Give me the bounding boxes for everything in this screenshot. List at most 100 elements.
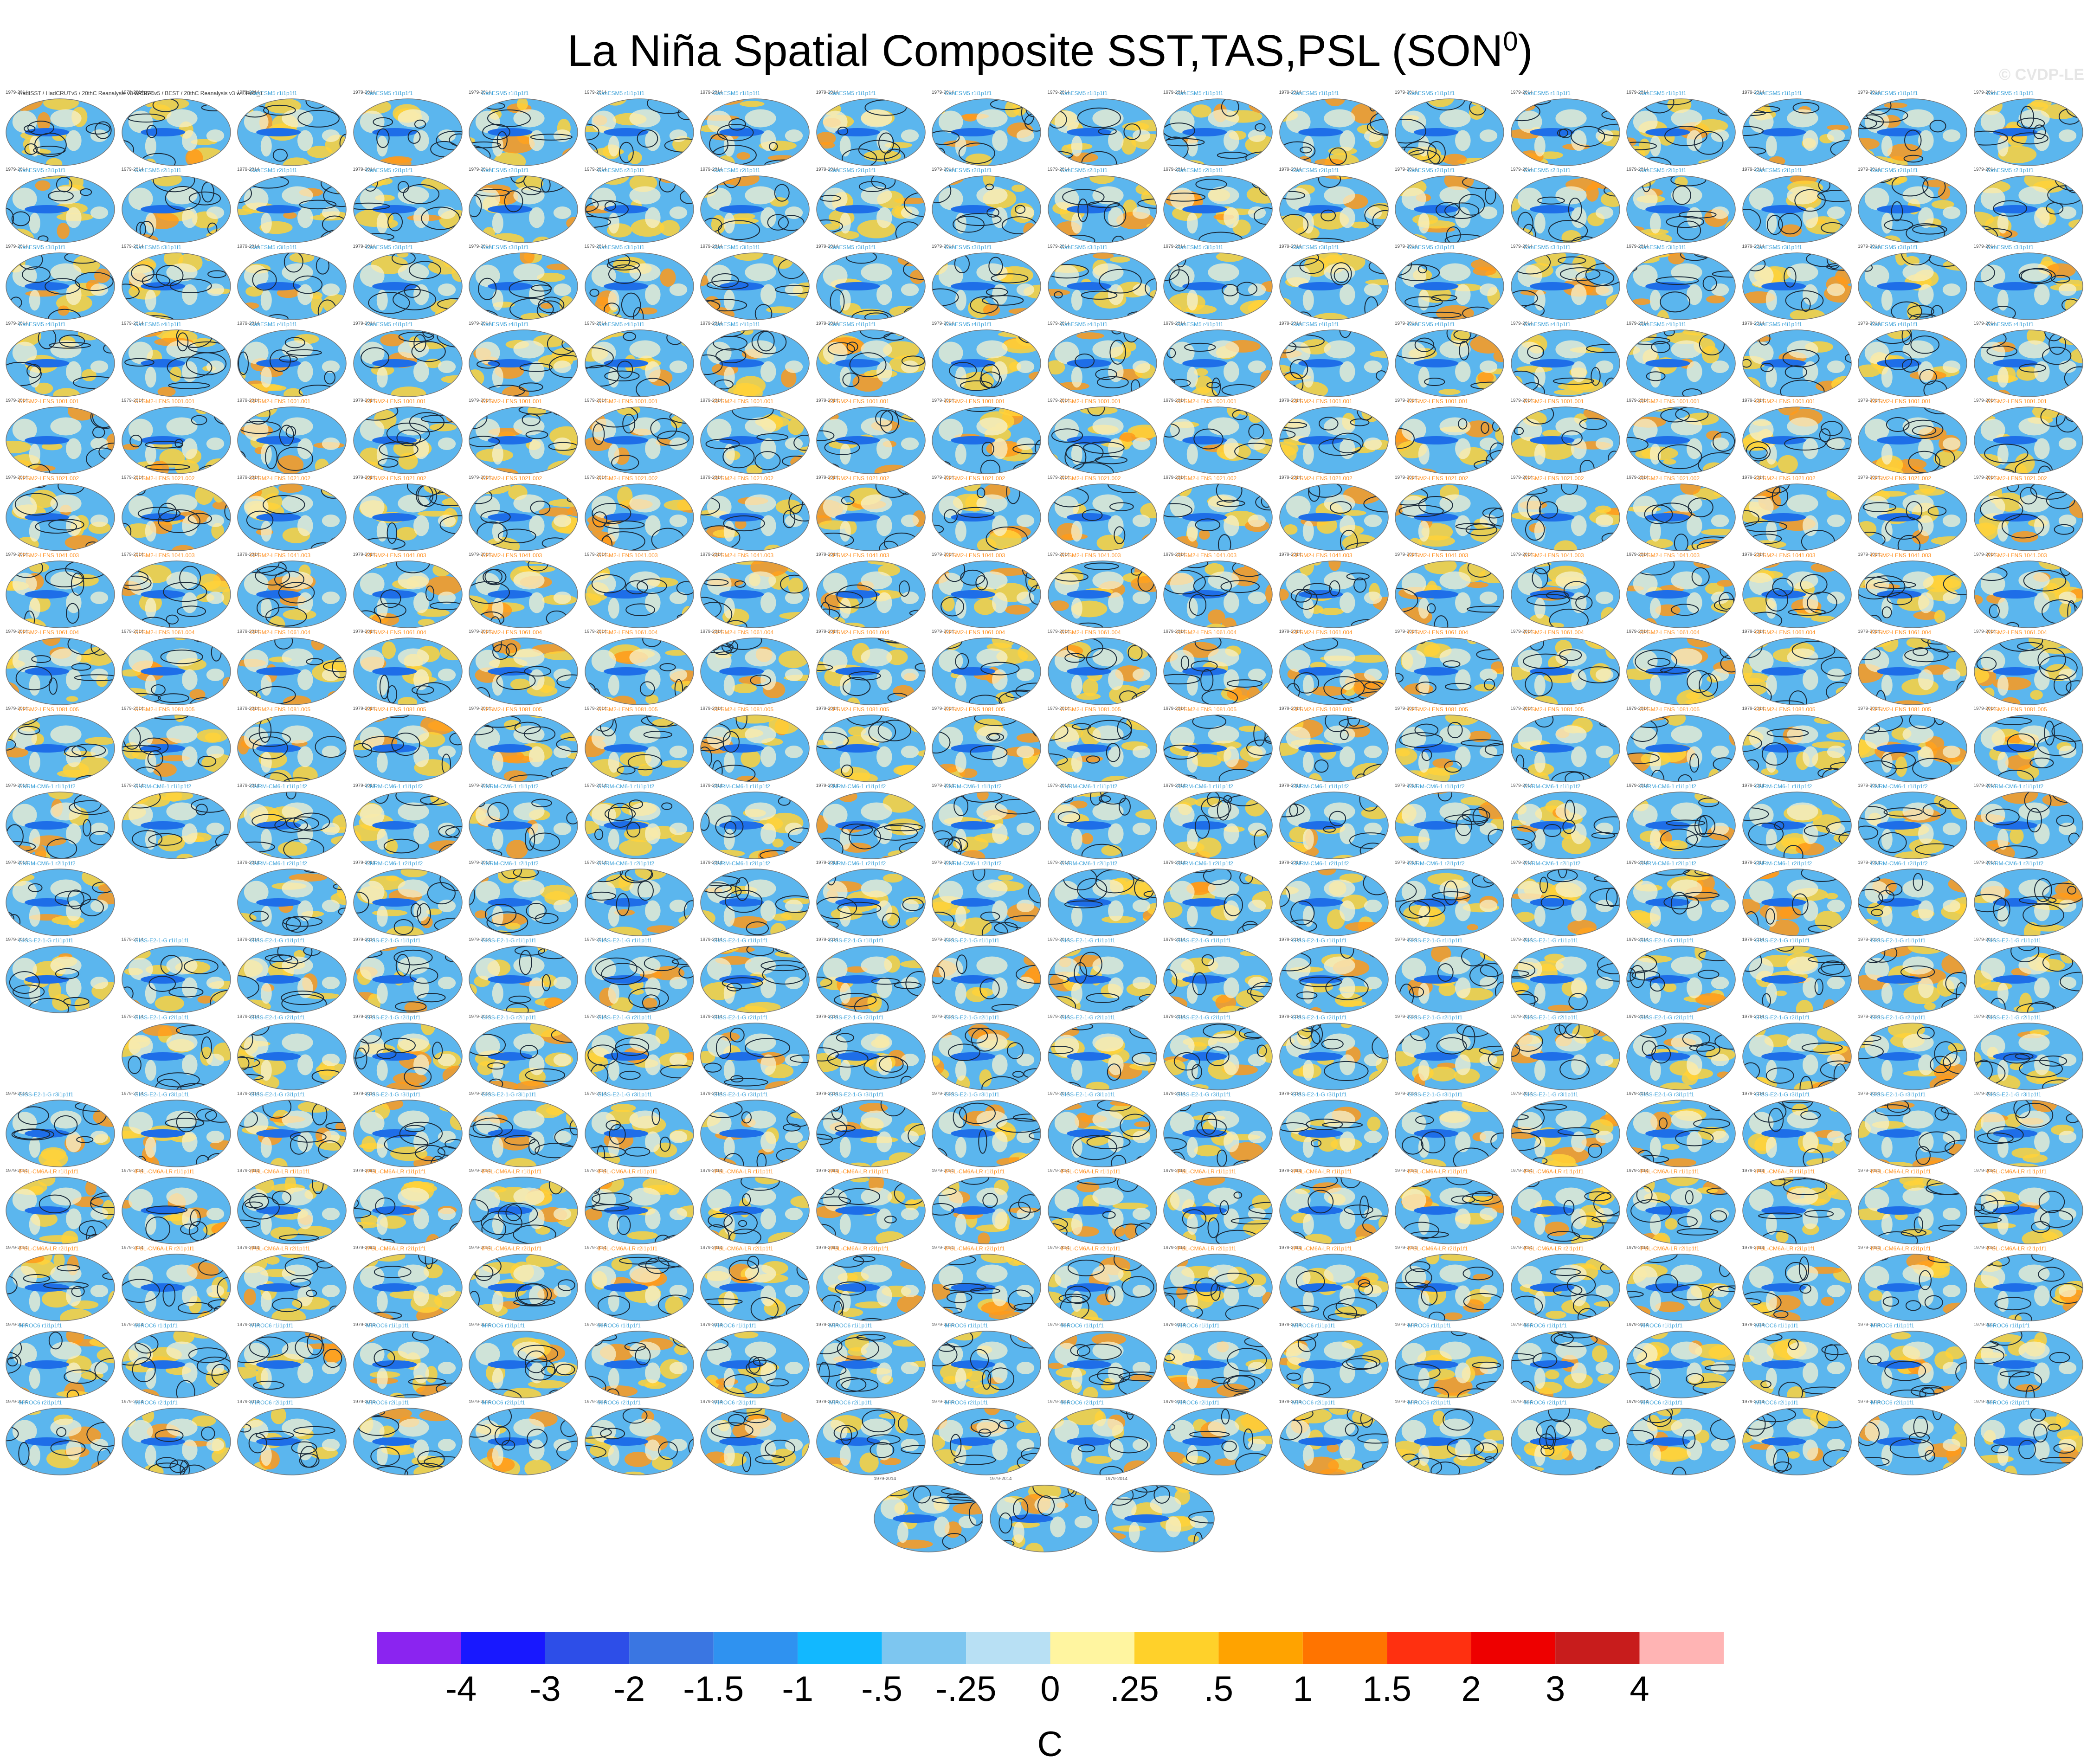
panel-title: CESM2-LENS 1021.002 [135, 475, 195, 482]
globe-map [5, 1176, 116, 1245]
globe-map [1278, 560, 1390, 629]
globe-map [1857, 1022, 1968, 1091]
panel-title: CESM2-LENS 1061.004 [1871, 629, 1931, 636]
globe-map [1857, 1330, 1968, 1399]
colorbar-tick-label: 1.5 [1362, 1669, 1411, 1709]
panel-title: CanESM5 r3i1p1f1 [1292, 244, 1339, 251]
globe-map [584, 945, 695, 1014]
panel-period: 1979-2014 [874, 1476, 896, 1481]
panel-title: CanESM5 r4i1p1f1 [713, 321, 760, 328]
panel-title: IPSL-CM6A-LR r2i1p1f1 [1176, 1245, 1236, 1252]
panel-title: CESM2-LENS 1081.005 [1408, 706, 1468, 713]
panel-title: CESM2-LENS 1041.003 [1292, 552, 1353, 559]
globe-map [236, 1330, 348, 1399]
panel-title: CESM2-LENS 1021.002 [1871, 475, 1931, 482]
panel-title: IPSL-CM6A-LR r2i1p1f1 [1987, 1245, 2047, 1252]
globe-map [699, 637, 811, 706]
panel-title: CNRM-CM6-1 r1i1p1f2 [135, 783, 192, 790]
globe-map [931, 1407, 1042, 1476]
globe-map [468, 251, 579, 321]
panel-title: MIROC6 r2i1p1f1 [250, 1399, 293, 1406]
panel-title: IPSL-CM6A-LR r1i1p1f1 [829, 1168, 889, 1175]
globe-map [1394, 328, 1505, 398]
globe-map [584, 406, 695, 475]
panel-title: MIROC6 r2i1p1f1 [1524, 1399, 1567, 1406]
globe-map [1047, 637, 1158, 706]
panel-title: IPSL-CM6A-LR r2i1p1f1 [829, 1245, 889, 1252]
globe-map [699, 560, 811, 629]
globe-map [352, 174, 464, 244]
panel-title: CESM2-LENS 1081.005 [135, 706, 195, 713]
panel-title: GISS-E2-1-G r3i1p1f1 [713, 1091, 768, 1098]
globe-map [1047, 868, 1158, 937]
globe-map [1047, 97, 1158, 167]
panel-title: GISS-E2-1-G r2i1p1f1 [829, 1014, 884, 1021]
globe-map [815, 714, 927, 783]
globe-map [468, 1407, 579, 1476]
globe-map [931, 637, 1042, 706]
globe-map [5, 251, 116, 321]
globe-map [121, 945, 232, 1014]
colorbar-tick-label: -1.5 [683, 1669, 744, 1709]
globe-map [931, 251, 1042, 321]
globe-map [931, 174, 1042, 244]
panel-title: CNRM-CM6-1 r1i1p1f2 [829, 783, 886, 790]
globe-map [121, 251, 232, 321]
colorbar-swatch [545, 1632, 629, 1664]
globe-map [699, 945, 811, 1014]
panel-title: CESM2-LENS 1001.001 [829, 398, 889, 405]
panel-title: CESM2-LENS 1041.003 [19, 552, 79, 559]
colorbar-swatch [882, 1632, 966, 1664]
panel-title: CanESM5 r4i1p1f1 [598, 321, 644, 328]
panel-title: CESM2-LENS 1021.002 [482, 475, 542, 482]
panel-title: CanESM5 r1i1p1f1 [829, 90, 876, 97]
globe-map [815, 637, 927, 706]
panel-title: IPSL-CM6A-LR r1i1p1f1 [1408, 1168, 1468, 1175]
globe-map [1162, 1407, 1274, 1476]
panel-title: GISS-E2-1-G r3i1p1f1 [482, 1091, 536, 1098]
globe-map [1857, 945, 1968, 1014]
panel-title: CanESM5 r3i1p1f1 [482, 244, 528, 251]
panel-title: CESM2-LENS 1081.005 [1292, 706, 1353, 713]
panel-title: CESM2-LENS 1001.001 [598, 398, 658, 405]
panel-title: MIROC6 r2i1p1f1 [1755, 1399, 1798, 1406]
panel-title: GISS-E2-1-G r1i1p1f1 [19, 937, 73, 944]
globe-map [1162, 406, 1274, 475]
panel-title: IPSL-CM6A-LR r2i1p1f1 [1639, 1245, 1699, 1252]
panel-title: CESM2-LENS 1001.001 [1639, 398, 1700, 405]
colorbar-swatch [629, 1632, 713, 1664]
globe-map [352, 406, 464, 475]
panel-title: GISS-E2-1-G r1i1p1f1 [1755, 937, 1810, 944]
colorbar-tick-label: -2 [614, 1669, 645, 1709]
panel-period: 1979-2014 [990, 1476, 1012, 1481]
panel-title: CESM2-LENS 1081.005 [482, 706, 542, 713]
globe-map [1047, 1022, 1158, 1091]
globe-map [584, 1253, 695, 1322]
panel-title: CESM2-LENS 1081.005 [1061, 706, 1121, 713]
